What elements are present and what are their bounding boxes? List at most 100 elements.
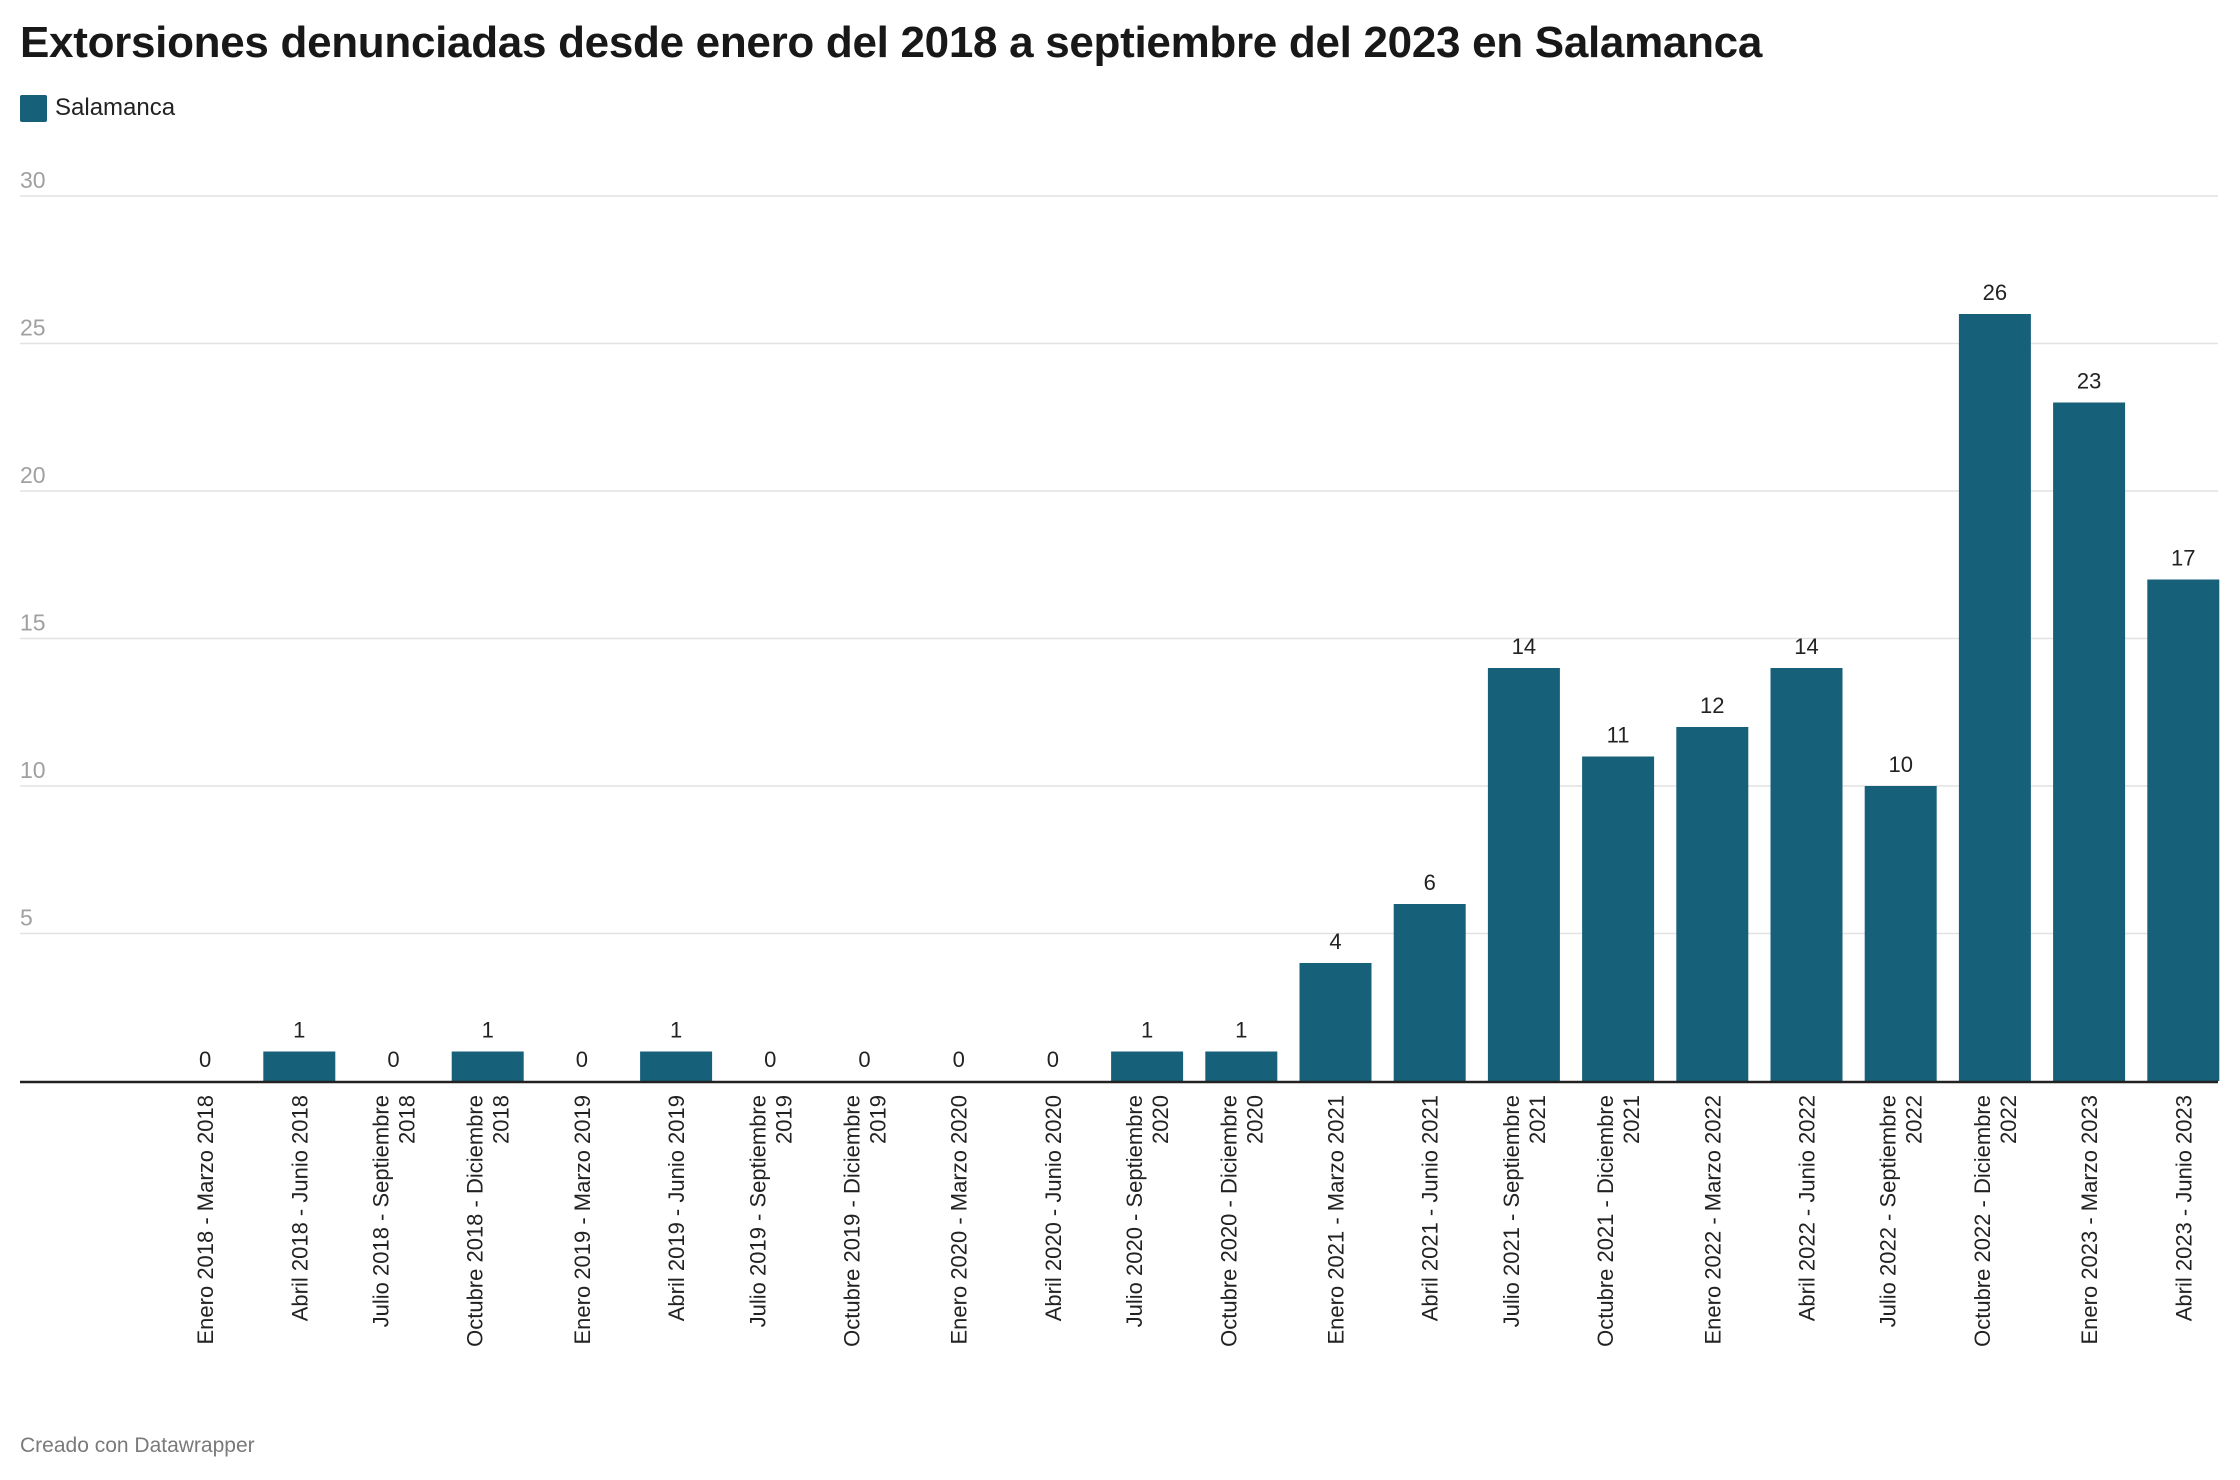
chart-title: Extorsiones denunciadas desde enero del …	[20, 18, 1762, 67]
bar	[1393, 904, 1466, 1081]
gridlines: 5 10 15 20 25 30	[20, 167, 2218, 935]
x-tick-label-line: Octubre 2018 - Diciembre	[463, 1095, 488, 1347]
x-tick-label-line: Octubre 2022 - Diciembre	[1970, 1095, 1995, 1347]
bar	[640, 1051, 713, 1081]
bar-value-label: 26	[1983, 280, 2007, 305]
legend-swatch	[20, 94, 47, 122]
bar-value-label: 10	[1888, 752, 1912, 777]
x-tick-label-line: Enero 2020 - Marzo 2020	[947, 1095, 972, 1345]
x-tick-label-line: Enero 2019 - Marzo 2019	[570, 1095, 595, 1345]
y-tick-label: 30	[20, 167, 46, 193]
x-tick-label: Enero 2018 - Marzo 2018	[193, 1095, 218, 1345]
x-tick-label: Julio 2019 - Septiembre2019	[745, 1095, 796, 1327]
x-tick-label-line: Octubre 2019 - Diciembre	[840, 1095, 865, 1347]
x-tick-label-line: Octubre 2021 - Diciembre	[1593, 1095, 1618, 1347]
x-tick-label-line: 2020	[1148, 1095, 1173, 1144]
x-tick-label: Enero 2020 - Marzo 2020	[947, 1095, 972, 1345]
bar-value-label: 17	[2171, 546, 2195, 571]
bar-value-label: 0	[1047, 1047, 1059, 1072]
bar	[1111, 1051, 1184, 1081]
x-tick-label-line: Julio 2018 - Septiembre	[369, 1095, 394, 1327]
x-tick-label-line: 2022	[1902, 1095, 1927, 1144]
x-tick-label-line: Julio 2022 - Septiembre	[1876, 1095, 1901, 1327]
value-labels: 0101010000114614111214102623174	[199, 280, 2196, 1072]
y-tick-label: 20	[20, 462, 46, 488]
y-tick-label: 10	[20, 757, 46, 783]
footer-credit: Creado con Datawrapper	[20, 1434, 255, 1457]
bar-value-label: 1	[670, 1018, 682, 1043]
x-tick-label-line: Enero 2018 - Marzo 2018	[193, 1095, 218, 1345]
bar	[1487, 668, 1560, 1081]
bar-value-label: 1	[482, 1018, 494, 1043]
bars	[263, 314, 2220, 1081]
x-tick-label-line: Abril 2018 - Junio 2018	[287, 1095, 312, 1321]
bar	[2053, 402, 2126, 1081]
bar	[1205, 1051, 1278, 1081]
x-tick-label-line: 2021	[1525, 1095, 1550, 1144]
bar-value-label: 0	[858, 1047, 870, 1072]
bar	[451, 1051, 524, 1081]
x-tick-label: Julio 2022 - Septiembre2022	[1876, 1095, 1927, 1327]
x-tick-label-line: Enero 2023 - Marzo 2023	[2077, 1095, 2102, 1345]
x-tick-label-line: 2019	[771, 1095, 796, 1144]
x-tick-label-line: Abril 2022 - Junio 2022	[1795, 1095, 1820, 1321]
x-tick-label-line: Octubre 2020 - Diciembre	[1216, 1095, 1241, 1347]
x-tick-label: Octubre 2022 - Diciembre2022	[1970, 1095, 2021, 1347]
y-tick-label: 5	[20, 905, 33, 931]
x-tick-label-line: Abril 2023 - Junio 2023	[2171, 1095, 2196, 1321]
x-tick-label-line: Abril 2021 - Junio 2021	[1418, 1095, 1443, 1321]
x-tick-label-line: Enero 2022 - Marzo 2022	[1700, 1095, 1725, 1345]
x-tick-label-line: 2018	[395, 1095, 420, 1144]
bar-value-label: 14	[1794, 634, 1818, 659]
bar-value-label: 0	[199, 1047, 211, 1072]
x-tick-label: Enero 2022 - Marzo 2022	[1700, 1095, 1725, 1345]
x-tick-label-line: 2018	[489, 1095, 514, 1144]
bar	[1676, 727, 1749, 1081]
x-tick-label: Enero 2019 - Marzo 2019	[570, 1095, 595, 1345]
bar	[263, 1051, 336, 1081]
x-tick-labels: Enero 2018 - Marzo 2018 Abril 2018 - Juni…	[193, 1095, 2196, 1347]
legend: Salamanca	[20, 94, 175, 122]
x-tick-label-line: Julio 2020 - Septiembre	[1122, 1095, 1147, 1327]
bar-value-label: 0	[387, 1047, 399, 1072]
bar	[1864, 786, 1937, 1081]
x-tick-label-line: 2019	[866, 1095, 891, 1144]
x-tick-label: Abril 2022 - Junio 2022	[1795, 1095, 1820, 1321]
bar-value-label: 14	[1512, 634, 1536, 659]
x-tick-label: Octubre 2018 - Diciembre2018	[463, 1095, 514, 1347]
legend-label: Salamanca	[55, 94, 176, 121]
bar-value-label: 6	[1424, 870, 1436, 895]
x-tick-label-line: 2021	[1619, 1095, 1644, 1144]
x-tick-label-line: 2022	[1996, 1095, 2021, 1144]
bar-value-label: 23	[2077, 369, 2101, 394]
bar-value-label: 4	[1329, 929, 1341, 954]
x-tick-label: Julio 2018 - Septiembre2018	[369, 1095, 420, 1327]
bar-value-label: 1	[293, 1018, 305, 1043]
x-tick-label: Julio 2021 - Septiembre2021	[1499, 1095, 1550, 1327]
x-tick-label: Octubre 2020 - Diciembre2020	[1216, 1095, 1267, 1347]
y-tick-label: 25	[20, 315, 46, 341]
x-tick-label-line: Enero 2021 - Marzo 2021	[1324, 1095, 1349, 1345]
x-tick-label: Octubre 2021 - Diciembre2021	[1593, 1095, 1644, 1347]
x-tick-label: Abril 2020 - Junio 2020	[1041, 1095, 1066, 1321]
bar	[1299, 963, 1372, 1081]
x-tick-label: Enero 2021 - Marzo 2021	[1324, 1095, 1349, 1345]
x-tick-label: Abril 2023 - Junio 2023	[2171, 1095, 2196, 1321]
bar-value-label: 1	[1141, 1018, 1153, 1043]
x-tick-label: Abril 2021 - Junio 2021	[1418, 1095, 1443, 1321]
x-tick-label: Abril 2019 - Junio 2019	[664, 1095, 689, 1321]
bar	[1958, 314, 2031, 1081]
x-tick-label-line: Julio 2021 - Septiembre	[1499, 1095, 1524, 1327]
bar	[2147, 579, 2220, 1081]
bar-value-label: 0	[764, 1047, 776, 1072]
x-tick-label: Julio 2020 - Septiembre2020	[1122, 1095, 1173, 1327]
bar-value-label: 11	[1607, 723, 1630, 748]
x-tick-label-line: Abril 2019 - Junio 2019	[664, 1095, 689, 1321]
bar-value-label: 0	[953, 1047, 965, 1072]
y-tick-label: 15	[20, 610, 46, 636]
bar-value-label: 1	[1235, 1018, 1247, 1043]
x-tick-label-line: 2020	[1242, 1095, 1267, 1144]
x-tick-label: Enero 2023 - Marzo 2023	[2077, 1095, 2102, 1345]
x-tick-label-line: Abril 2020 - Junio 2020	[1041, 1095, 1066, 1321]
